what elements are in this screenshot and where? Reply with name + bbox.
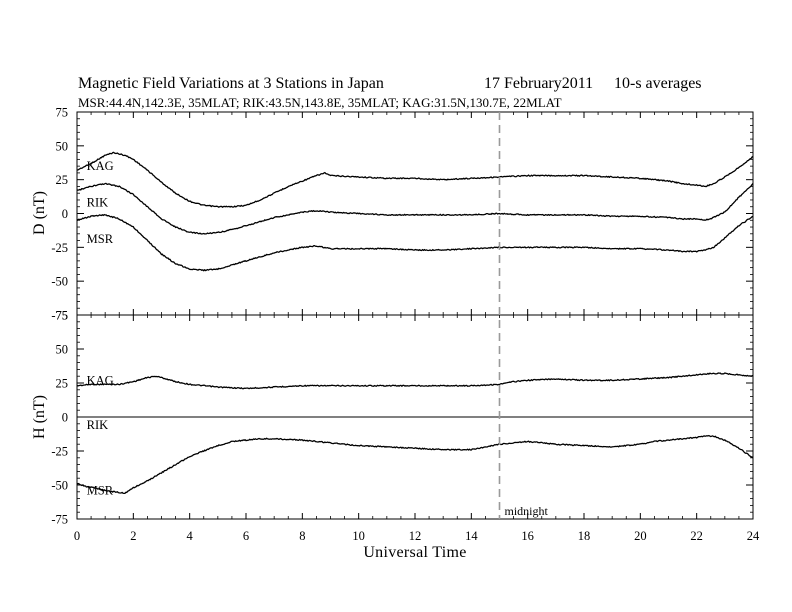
x-tick-label: 6 xyxy=(243,529,249,543)
x-axis: 0 2 4 6 8 10 12 14 16 18 20 22 24 xyxy=(74,529,760,543)
y-tick-label-top: -25 xyxy=(51,241,68,255)
series-label-rik-top: RIK xyxy=(87,196,109,210)
y-tick-label-bottom: 0 xyxy=(62,411,68,425)
panel-horizontal: 75 50 25 0 -25 -50 -75 KAG RIK MSR xyxy=(51,309,754,527)
x-tick-label: 20 xyxy=(634,529,647,543)
y-tick-label-bottom: -25 xyxy=(51,445,68,459)
series-label-rik-bottom: RIK xyxy=(87,418,109,432)
x-tick-label: 2 xyxy=(130,529,136,543)
y-tick-label-bottom: 75 xyxy=(56,309,69,323)
chart-title: Magnetic Field Variations at 3 Stations … xyxy=(78,75,384,92)
series-label-msr-bottom: MSR xyxy=(87,483,114,497)
chart-date: 17 February2011 xyxy=(484,75,593,92)
series-line-msr-top xyxy=(76,213,754,272)
x-tick-label: 18 xyxy=(578,529,591,543)
y-tick-label-top: -50 xyxy=(51,275,68,289)
y-tick-label-bottom: -50 xyxy=(51,479,68,493)
x-tick-label: 12 xyxy=(409,529,422,543)
series-label-kag-top: KAG xyxy=(87,159,114,173)
y-tick-label-top: 0 xyxy=(62,207,68,221)
y-tick-label-top: -75 xyxy=(51,309,68,323)
y-tick-label-top: 50 xyxy=(56,139,69,153)
panel-declination: 75 50 25 0 -25 -50 -75 KAG RIK MSR xyxy=(51,106,754,323)
x-tick-label: 0 xyxy=(74,529,80,543)
y-axis-title-bottom: H (nT) xyxy=(31,395,48,439)
y-tick-label-bottom: 50 xyxy=(56,343,69,357)
x-tick-label: 8 xyxy=(299,529,305,543)
series-line-msr-bottom xyxy=(76,434,754,495)
x-tick-label: 22 xyxy=(690,529,703,543)
chart-averaging: 10-s averages xyxy=(614,75,702,92)
x-tick-label: 4 xyxy=(187,529,194,543)
x-tick-label: 10 xyxy=(352,529,365,543)
x-tick-label: 14 xyxy=(465,529,478,543)
series-line-kag-top xyxy=(76,151,754,208)
x-axis-title: Universal Time xyxy=(363,544,466,561)
chart-subtitle: MSR:44.4N,142.3E, 35MLAT; RIK:43.5N,143.… xyxy=(78,95,562,110)
y-axis-title-top: D (nT) xyxy=(31,191,48,235)
x-tick-label: 24 xyxy=(747,529,760,543)
y-tick-label-bottom: 25 xyxy=(56,377,69,391)
y-tick-label-top: 25 xyxy=(56,173,69,187)
midnight-label: midnight xyxy=(505,504,549,518)
midnight-annotation: midnight xyxy=(498,112,549,519)
series-line-rik-top xyxy=(76,182,754,235)
series-label-msr-top: MSR xyxy=(87,232,114,246)
y-tick-label-top: 75 xyxy=(56,106,69,120)
series-label-kag-bottom: KAG xyxy=(87,373,114,387)
plot-frame-top xyxy=(76,111,754,316)
x-tick-label: 16 xyxy=(521,529,534,543)
series-line-kag-bottom xyxy=(76,372,754,390)
y-tick-label-bottom: -75 xyxy=(51,513,68,527)
